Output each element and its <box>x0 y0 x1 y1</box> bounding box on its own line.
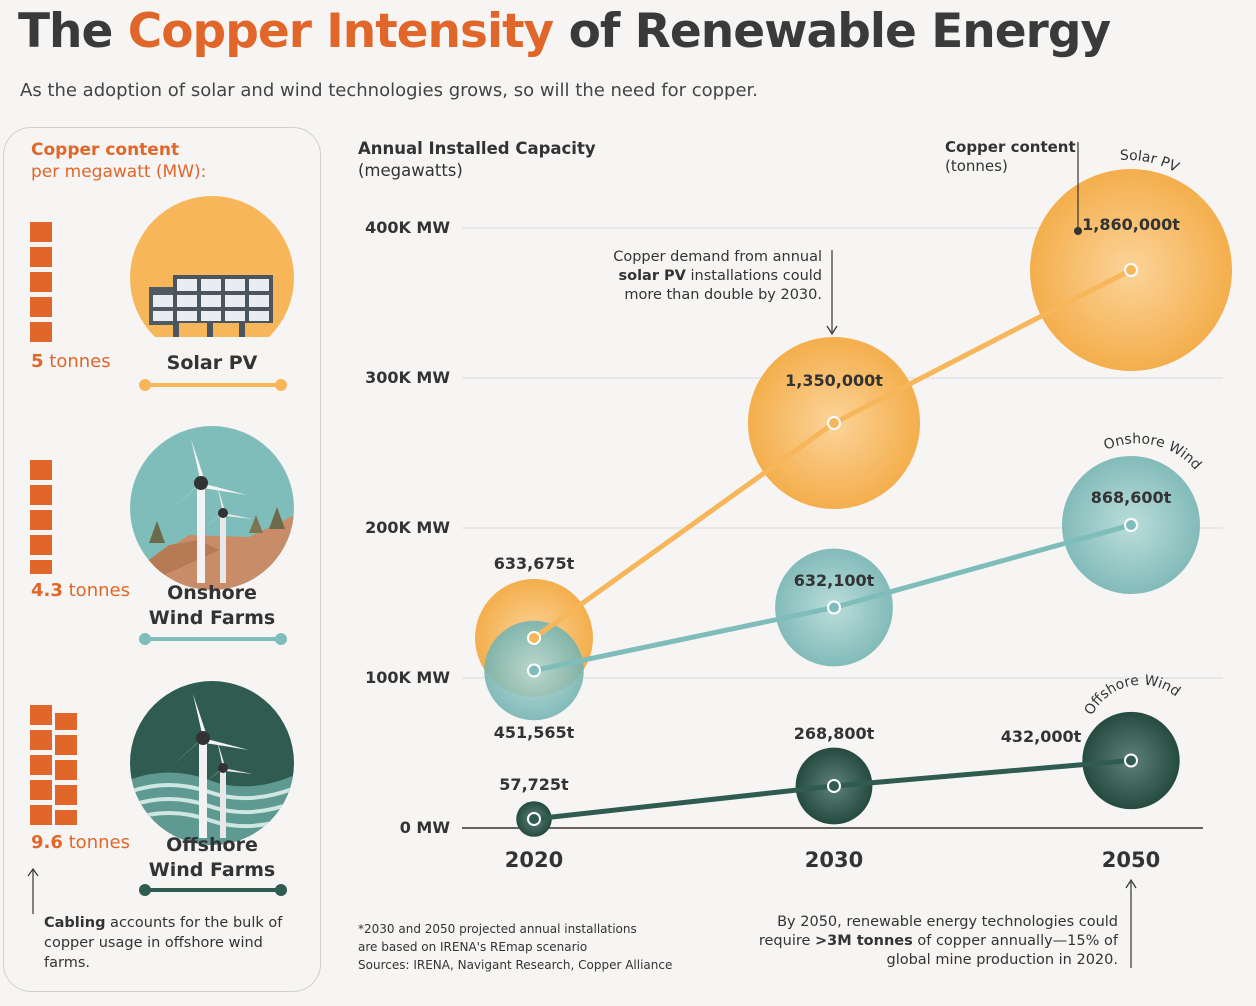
onshore-point-2030 <box>827 600 841 615</box>
solar-annotation: Copper demand from annual solar PV insta… <box>613 249 822 303</box>
offshore-point-2030 <box>827 779 841 793</box>
onshore-tonnes: 4.3 tonnes <box>31 580 130 601</box>
onshore-copper-label-2020: 451,565t <box>493 722 575 742</box>
onshore-label: Onshore Wind Farms <box>148 582 276 629</box>
solar-annotation-arrow-head <box>826 325 838 336</box>
title-prefix: The <box>18 4 128 59</box>
onshore-point-2020 <box>527 663 541 678</box>
page-title: The Copper Intensity of Renewable Energy <box>18 4 1112 59</box>
onshore-legend-line <box>139 633 287 645</box>
cabling-note: Cabling accounts for the bulk of copper … <box>44 915 283 971</box>
panel-heading: Copper content per megawatt (MW): <box>31 139 206 183</box>
offshore-legend-line <box>139 884 287 896</box>
solar-copper-label-2020: 633,675t <box>493 553 575 573</box>
y-tick-label: 0 MW <box>399 818 450 837</box>
title-suffix: of Renewable Energy <box>553 4 1112 59</box>
onshore-copper-blocks <box>30 460 52 574</box>
solar-point-2030 <box>827 416 841 430</box>
cabling-arrow-icon <box>27 867 39 914</box>
bottom-annotation-arrow-head <box>1125 878 1137 889</box>
onshore-wind-icon <box>130 426 294 590</box>
y-tick-label: 300K MW <box>365 368 450 387</box>
panel-heading-rest: per megawatt (MW): <box>31 162 207 182</box>
page-subtitle: As the adoption of solar and wind techno… <box>20 80 759 101</box>
offshore-tonnes: 9.6 tonnes <box>31 832 130 853</box>
solar-label: Solar PV <box>166 352 258 374</box>
solar-tonnes: 5 tonnes <box>31 351 111 372</box>
offshore-point-2020 <box>527 812 541 826</box>
title-highlight: Copper Intensity <box>127 4 554 59</box>
onshore-copper-label-2030: 632,100t <box>793 570 875 590</box>
solar-point-2020 <box>527 630 541 645</box>
x-tick-label: 2030 <box>804 848 864 872</box>
bubble-legend-dot <box>1074 227 1082 235</box>
offshore-point-2050 <box>1124 753 1138 768</box>
solar-panel-icon <box>130 196 294 360</box>
x-tick-label: 2050 <box>1101 848 1161 872</box>
y-axis-title: Annual Installed Capacity (megawatts) <box>358 139 596 180</box>
offshore-copper-blocks <box>30 705 77 825</box>
solar-legend-line <box>139 379 287 391</box>
onshore-point-2050 <box>1124 518 1138 532</box>
y-tick-label: 400K MW <box>365 218 450 237</box>
offshore-label: Offshore Wind Farms <box>148 834 276 881</box>
bubble-size-title: Copper content (tonnes) <box>945 138 1076 175</box>
offshore-copper-label-2050: 432,000t <box>1000 726 1082 746</box>
curve-label-offshore: Offshore Wind <box>1081 672 1183 717</box>
solar-copper-label-2030: 1,350,000t <box>785 371 883 390</box>
x-tick-label: 2020 <box>504 848 564 872</box>
panel-heading-bold: Copper content <box>31 140 180 160</box>
solar-copper-blocks <box>30 222 52 342</box>
offshore-copper-label-2020: 57,725t <box>499 775 569 794</box>
solar-point-2050 <box>1124 263 1138 277</box>
offshore-copper-label-2030: 268,800t <box>793 724 875 743</box>
onshore-copper-label-2050: 868,600t <box>1090 488 1172 507</box>
offshore-wind-icon <box>130 681 294 845</box>
solar-copper-label-2050: 1,860,000t <box>1082 215 1180 234</box>
copper-per-mw-panel <box>3 127 321 992</box>
y-tick-label: 100K MW <box>365 668 450 687</box>
y-tick-label: 200K MW <box>365 518 450 537</box>
footnote: *2030 and 2050 projected annual installa… <box>358 922 673 972</box>
bottom-annotation: By 2050, renewable energy technologies c… <box>758 914 1118 968</box>
